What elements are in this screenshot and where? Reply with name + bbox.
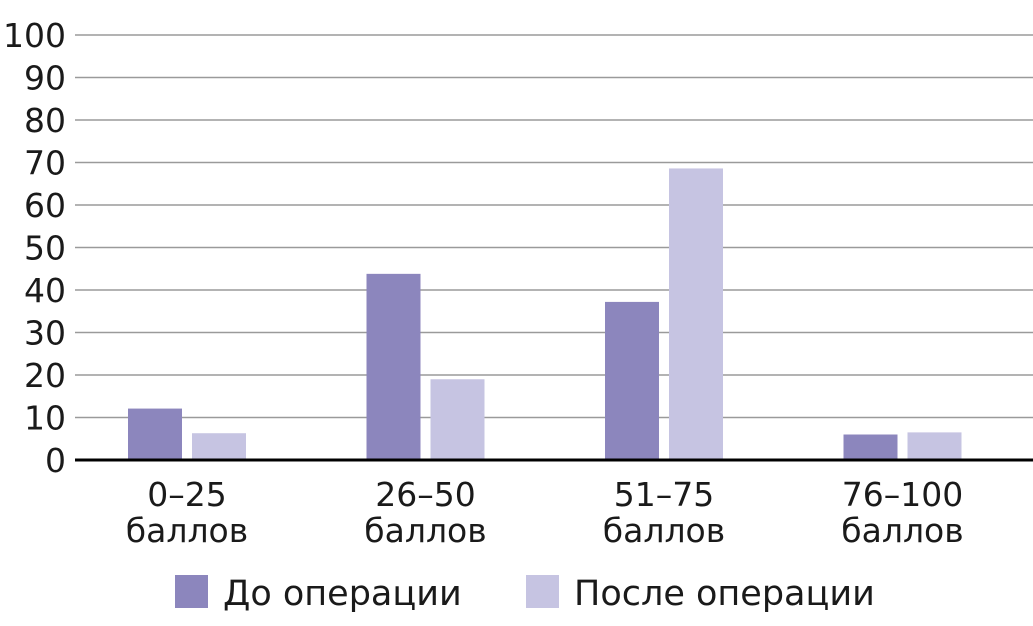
category-label: баллов xyxy=(841,511,963,550)
y-tick-label: 60 xyxy=(24,186,66,225)
legend-swatch-0 xyxy=(175,575,208,608)
y-tick-label: 50 xyxy=(24,229,66,268)
legend-swatch-1 xyxy=(526,575,559,608)
y-tick-label: 40 xyxy=(24,271,66,310)
category-label: 26–50 xyxy=(375,475,475,514)
bar-before-0 xyxy=(128,408,182,460)
legend-label-1: После операции xyxy=(574,574,875,614)
y-tick-label: 80 xyxy=(24,101,66,140)
y-tick-label: 70 xyxy=(24,144,66,183)
category-label: баллов xyxy=(364,511,486,550)
y-tick-label: 90 xyxy=(24,59,66,98)
y-tick-label: 0 xyxy=(45,441,66,480)
category-label: баллов xyxy=(126,511,248,550)
bar-after-0 xyxy=(192,433,246,460)
category-labels: 0–25баллов26–50баллов51–75баллов76–100ба… xyxy=(126,475,964,550)
bar-after-2 xyxy=(669,168,723,460)
category-label: 76–100 xyxy=(842,475,963,514)
category-label: 0–25 xyxy=(147,475,227,514)
category-label: 51–75 xyxy=(614,475,714,514)
y-tick-label: 20 xyxy=(24,356,66,395)
bar-before-3 xyxy=(843,434,898,460)
bars xyxy=(128,168,962,460)
bar-before-2 xyxy=(605,301,659,460)
y-tick-label: 10 xyxy=(24,399,66,438)
legend-label-0: До операции xyxy=(223,574,462,614)
y-tick-label: 30 xyxy=(24,314,66,353)
gridlines xyxy=(75,34,1033,419)
bar-after-3 xyxy=(907,432,962,460)
category-label: баллов xyxy=(603,511,725,550)
legend: До операции После операции xyxy=(175,574,875,614)
bar-after-1 xyxy=(430,379,485,460)
bar-before-1 xyxy=(366,273,421,460)
y-tick-label: 100 xyxy=(3,16,66,55)
